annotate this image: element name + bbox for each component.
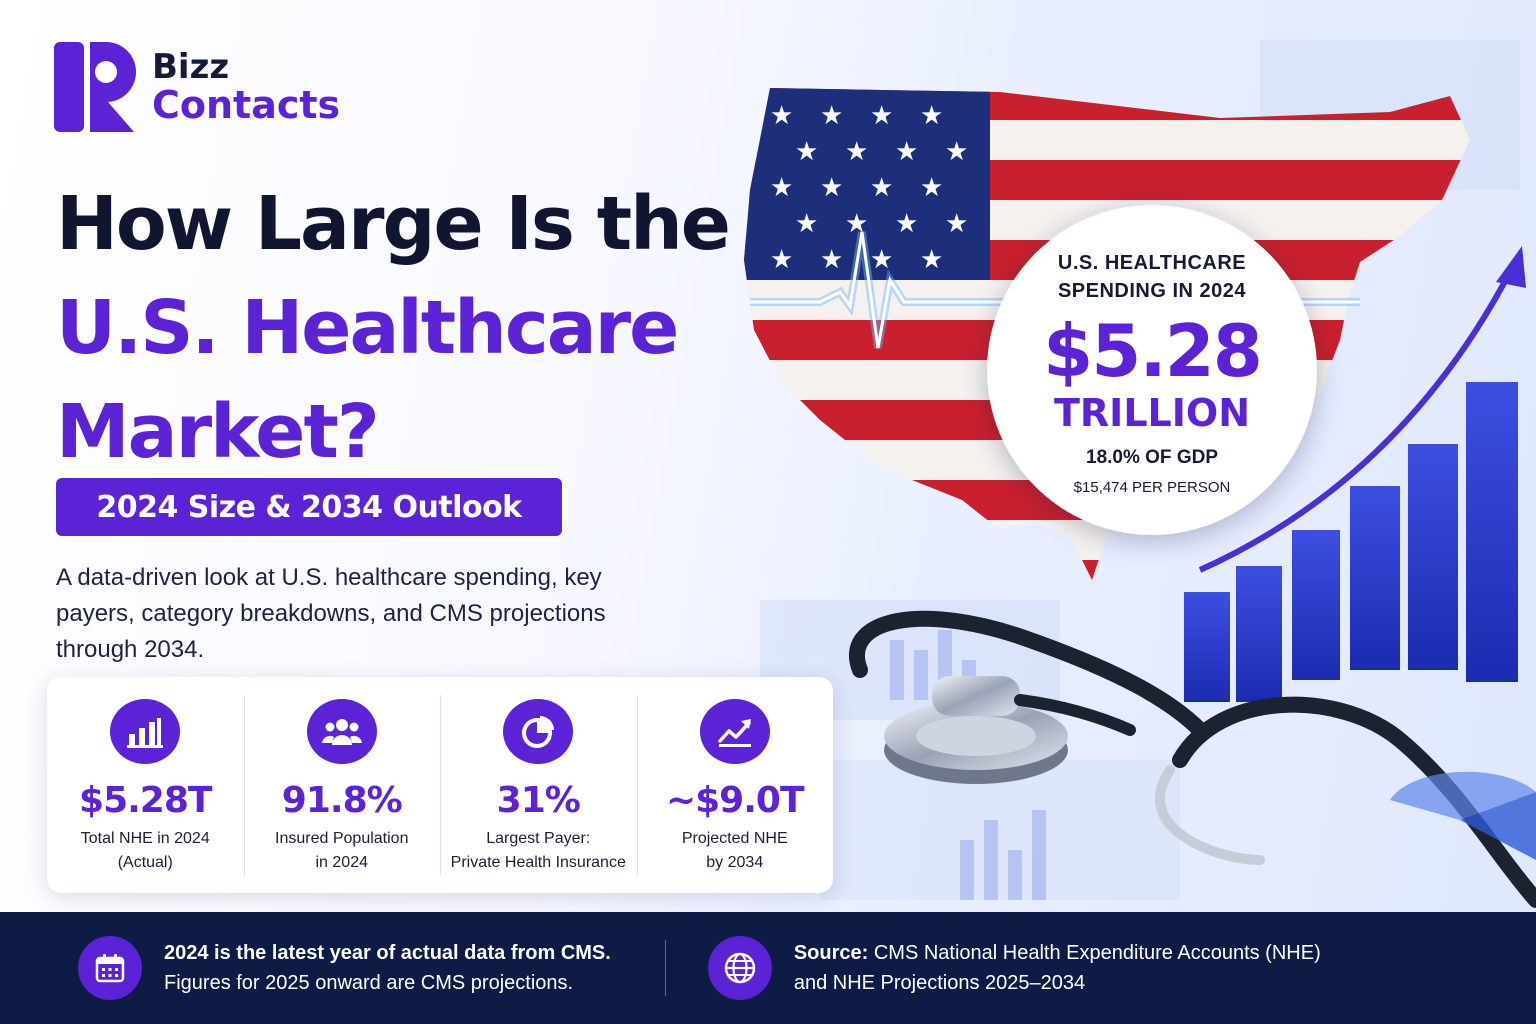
svg-text:★: ★ <box>845 209 868 239</box>
svg-text:★: ★ <box>870 101 893 131</box>
svg-text:★: ★ <box>770 173 793 203</box>
stat-largest-payer: 31% Largest Payer: Private Health Insura… <box>440 695 637 875</box>
stat-projected-nhe: ~$9.0T Projected NHE by 2034 <box>636 695 834 875</box>
stat-label-line1: Largest Payer: <box>486 830 591 847</box>
svg-text:★: ★ <box>845 137 868 167</box>
background-pie <box>1390 771 1536 860</box>
stethoscope <box>849 610 1536 908</box>
data-note-text: Figures for 2025 onward are CMS projecti… <box>164 972 574 994</box>
pie-chart-icon <box>503 699 574 764</box>
spending-per-person: $15,474 PER PERSON <box>1073 479 1231 496</box>
spending-unit: TRILLION <box>1054 391 1250 435</box>
stat-value: ~$9.0T <box>665 780 805 821</box>
brand-logo[interactable]: Bizz Contacts <box>54 40 340 134</box>
stat-label: Total NHE in 2024 (Actual) <box>50 827 240 875</box>
stat-label-line1: Insured Population <box>275 830 409 847</box>
svg-text:★: ★ <box>770 245 793 275</box>
svg-text:★: ★ <box>895 209 918 239</box>
stat-label-line1: Total NHE in 2024 <box>80 830 210 847</box>
svg-text:★: ★ <box>920 173 943 203</box>
spending-amount: $5.28 <box>1043 309 1263 393</box>
rising-bar-chart <box>1184 382 1518 702</box>
stat-label: Projected NHE by 2034 <box>640 827 830 875</box>
svg-text:★: ★ <box>870 173 893 203</box>
source-line1: CMS National Health Expenditure Accounts… <box>873 942 1321 964</box>
source-line2: and NHE Projections 2025–2034 <box>793 972 1086 994</box>
svg-text:★: ★ <box>895 137 918 167</box>
subtitle-badge: 2024 Size & 2034 Outlook <box>56 478 562 536</box>
svg-text:★: ★ <box>870 245 893 275</box>
stat-label-line2: in 2024 <box>315 854 369 871</box>
stat-label: Largest Payer: Private Health Insurance <box>443 827 633 875</box>
data-note-heading: 2024 is the latest year of actual data f… <box>164 942 611 964</box>
stat-insured-population: 91.8% Insured Population in 2024 <box>243 695 441 875</box>
source-note: Source: CMS National Health Expenditure … <box>707 936 1321 1000</box>
source-label: Source: <box>793 942 869 964</box>
stat-value: 31% <box>496 780 581 821</box>
svg-text:★: ★ <box>795 209 818 239</box>
svg-text:★: ★ <box>820 173 843 203</box>
stat-value: $5.28T <box>79 780 212 821</box>
growth-arrow <box>1198 246 1526 573</box>
footer-bar: 2024 is the latest year of actual data f… <box>0 912 1536 1024</box>
data-note: 2024 is the latest year of actual data f… <box>78 936 611 1000</box>
svg-text:★: ★ <box>820 101 843 131</box>
stat-label-line2: (Actual) <box>117 854 173 871</box>
calendar-icon <box>78 936 142 1000</box>
stat-label-line2: by 2034 <box>706 854 764 871</box>
svg-text:★: ★ <box>770 101 793 131</box>
title-line-2: U.S. Healthcare <box>56 285 679 371</box>
stat-total-nhe: $5.28T Total NHE in 2024 (Actual) <box>47 695 244 875</box>
heartbeat-line <box>750 231 1360 349</box>
stat-label-line1: Projected NHE <box>681 830 788 847</box>
svg-text:★: ★ <box>920 101 943 131</box>
stat-label-line2: Private Health Insurance <box>450 854 626 871</box>
svg-text:★: ★ <box>945 209 968 239</box>
svg-text:★: ★ <box>820 245 843 275</box>
footer-divider <box>664 940 666 996</box>
intro-text: A data-driven look at U.S. healthcare sp… <box>56 564 606 663</box>
brand-name-line1: Bizz <box>152 47 230 87</box>
spending-callout: U.S. HEALTHCARE SPENDING IN 2024 $5.28 T… <box>987 205 1317 535</box>
page-title: How Large Is the U.S. Healthcare Market? <box>56 172 746 484</box>
svg-text:★: ★ <box>920 245 943 275</box>
title-line-3: Market? <box>56 389 380 475</box>
stat-label: Insured Population in 2024 <box>247 827 437 875</box>
bar-chart-icon <box>110 699 181 764</box>
globe-icon <box>707 936 772 1000</box>
spending-gdp-share: 18.0% OF GDP <box>1086 447 1218 468</box>
stat-value: 91.8% <box>281 780 403 821</box>
trend-line-icon <box>699 699 770 764</box>
bizz-logo-icon <box>54 42 136 132</box>
brand-name-line2: Contacts <box>152 83 341 127</box>
svg-text:★: ★ <box>795 137 818 167</box>
spending-heading: U.S. HEALTHCARE SPENDING IN 2024 <box>1057 252 1247 302</box>
background-dashboard <box>760 40 1520 900</box>
svg-text:★: ★ <box>945 137 968 167</box>
people-group-icon <box>306 699 377 764</box>
key-stats-card: $5.28T Total NHE in 2024 (Actual) 91.8% … <box>47 677 833 893</box>
title-line-1: How Large Is the <box>56 181 731 267</box>
